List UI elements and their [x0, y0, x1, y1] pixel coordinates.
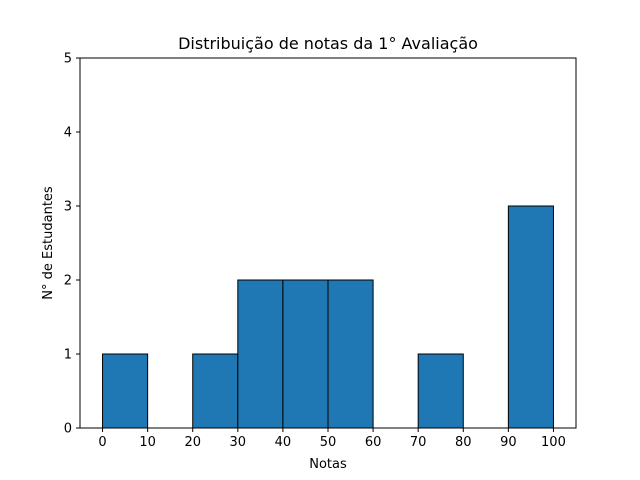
bars-group: [102, 205, 554, 429]
histogram-bar-9: [507, 205, 554, 429]
histogram-bar-2: [192, 353, 239, 429]
histogram-bar-5: [327, 279, 374, 429]
y-tick-label-4: 4: [64, 126, 72, 141]
x-tick-label-9: 90: [500, 435, 517, 450]
x-tick-label-3: 30: [230, 435, 247, 450]
y-tick-label-1: 1: [64, 348, 72, 363]
y-axis-ticks: 0 1 2 3 4 5: [64, 52, 80, 437]
y-tick-label-3: 3: [64, 200, 72, 215]
histogram-bar-3: [237, 279, 284, 429]
x-tick-label-7: 70: [410, 435, 427, 450]
histogram-bar-7: [417, 353, 464, 429]
x-tick-label-6: 60: [365, 435, 382, 450]
x-axis-ticks: 0 10 20 30 40 50 60 70 80 90 100: [98, 428, 566, 450]
x-tick-label-5: 50: [320, 435, 337, 450]
y-tick-label-0: 0: [64, 422, 72, 437]
histogram-bar-4: [282, 279, 329, 429]
x-tick-label-1: 10: [139, 435, 156, 450]
y-tick-label-2: 2: [64, 274, 72, 289]
x-tick-label-10: 100: [541, 435, 566, 450]
x-tick-label-0: 0: [98, 435, 106, 450]
y-axis-label: N° de Estudantes: [41, 186, 56, 300]
x-tick-label-8: 80: [455, 435, 472, 450]
histogram-bar-0: [102, 353, 149, 429]
x-tick-label-4: 40: [275, 435, 292, 450]
y-tick-label-5: 5: [64, 52, 72, 67]
x-axis-label: Notas: [309, 457, 347, 472]
x-tick-label-2: 20: [184, 435, 201, 450]
chart-title: Distribuição de notas da 1° Avaliação: [178, 34, 478, 53]
